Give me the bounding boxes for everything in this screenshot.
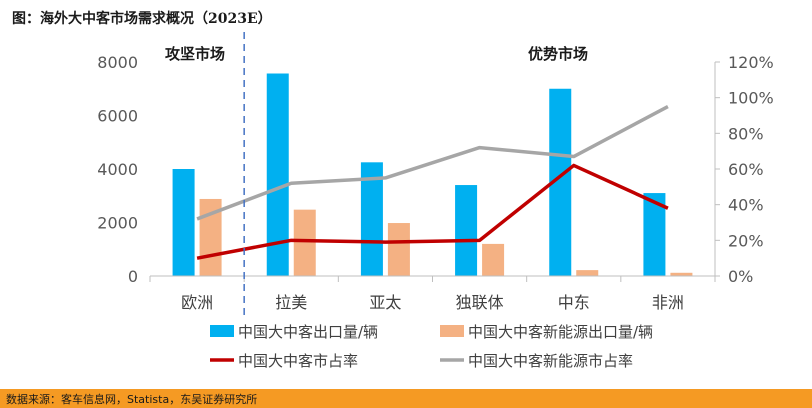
- y-left-tick-label: 4000: [97, 160, 138, 179]
- source-bar: 数据来源：客车信息网，Statista，东吴证券研究所: [0, 389, 812, 408]
- x-tick-label: 亚太: [369, 293, 401, 312]
- y-right-tick-label: 80%: [728, 124, 764, 143]
- y-left-tick-label: 0: [128, 267, 138, 286]
- y-left-tick-label: 8000: [97, 53, 138, 72]
- annotation-right-region: 优势市场: [528, 45, 588, 63]
- x-tick-label: 独联体: [456, 293, 504, 312]
- line-market-share: [196, 163, 669, 260]
- bar-nev-export: [482, 243, 505, 276]
- legend-label: 中国大中客新能源出口量/辆: [468, 323, 653, 341]
- x-tick-label: 欧洲: [181, 293, 213, 312]
- x-tick-label: 拉美: [275, 293, 307, 312]
- bar-export: [549, 88, 572, 276]
- y-right-tick-label: 0%: [728, 267, 753, 286]
- bar-export: [360, 162, 383, 276]
- bar-nev-export: [387, 223, 410, 276]
- source-text: 数据来源：客车信息网，Statista，东吴证券研究所: [6, 393, 258, 406]
- legend-label: 中国大中客市占率: [238, 352, 358, 370]
- y-right-tick-label: 120%: [728, 53, 774, 72]
- bar-export: [172, 169, 195, 276]
- legend-swatch: [440, 325, 464, 337]
- line-nev-market-share: [196, 105, 669, 221]
- bar-export: [455, 185, 478, 276]
- y-left-tick-label: 2000: [97, 214, 138, 233]
- y-right-tick-label: 60%: [728, 160, 764, 179]
- bar-nev-export: [576, 270, 599, 276]
- figure-title: 图：海外大中客市场需求概况（2023E）: [12, 11, 272, 27]
- y-right-tick-label: 20%: [728, 231, 764, 250]
- y-right-tick-label: 100%: [728, 89, 774, 108]
- bar-export: [643, 193, 666, 276]
- legend-label: 中国大中客新能源市占率: [468, 352, 633, 370]
- x-tick-label: 中东: [558, 293, 590, 312]
- bar-export: [266, 73, 289, 276]
- combo-chart: 0 2000 4000 6000 8000 0% 20% 40% 60% 80% 100% 120% 欧…: [97, 32, 774, 370]
- legend-label: 中国大中客出口量/辆: [238, 323, 378, 341]
- x-tick-label: 非洲: [652, 293, 684, 312]
- bar-nev-export: [670, 272, 693, 276]
- bar-nev-export: [293, 209, 316, 276]
- legend-swatch: [210, 325, 234, 337]
- y-right-tick-label: 40%: [728, 196, 764, 215]
- y-left-tick-label: 6000: [97, 107, 138, 126]
- annotation-left-region: 攻坚市场: [165, 45, 225, 63]
